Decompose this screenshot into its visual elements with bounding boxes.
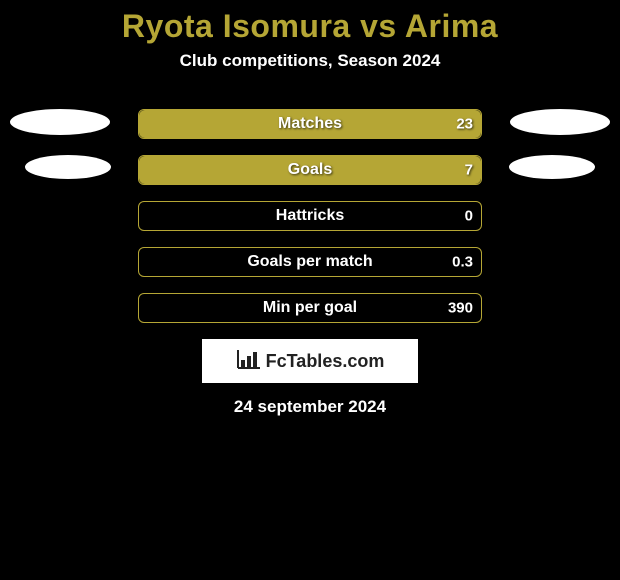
bar-value-right: 7 <box>465 162 473 179</box>
bar-label: Min per goal <box>263 299 357 317</box>
bar-label: Matches <box>278 115 342 133</box>
logo-box: FcTables.com <box>202 339 418 383</box>
page-title: Ryota Isomura vs Arima <box>0 0 620 45</box>
avatar-column-left <box>0 109 120 199</box>
comparison-chart: Matches 23 Goals 7 Hattricks 0 Goals per match… <box>0 109 620 323</box>
avatar-placeholder <box>510 109 610 135</box>
bar-row: Goals per match 0.3 <box>138 247 482 277</box>
bar-value-right: 390 <box>448 300 473 317</box>
bar-row: Goals 7 <box>138 155 482 185</box>
bar-value-right: 23 <box>456 116 473 133</box>
bar-value-right: 0 <box>465 208 473 225</box>
bar-label: Goals per match <box>247 253 372 271</box>
bar-label: Hattricks <box>276 207 344 225</box>
logo-text: FcTables.com <box>266 351 385 372</box>
bar-chart-icon <box>236 348 262 375</box>
bar-value-right: 0.3 <box>452 254 473 271</box>
bars-container: Matches 23 Goals 7 Hattricks 0 Goals per match… <box>138 109 482 323</box>
subtitle: Club competitions, Season 2024 <box>0 51 620 71</box>
bar-row: Min per goal 390 <box>138 293 482 323</box>
bar-row: Hattricks 0 <box>138 201 482 231</box>
bar-row: Matches 23 <box>138 109 482 139</box>
bar-label: Goals <box>288 161 332 179</box>
avatar-placeholder <box>25 155 111 179</box>
avatar-placeholder <box>509 155 595 179</box>
avatar-column-right <box>500 109 620 199</box>
date-line: 24 september 2024 <box>0 397 620 417</box>
avatar-placeholder <box>10 109 110 135</box>
